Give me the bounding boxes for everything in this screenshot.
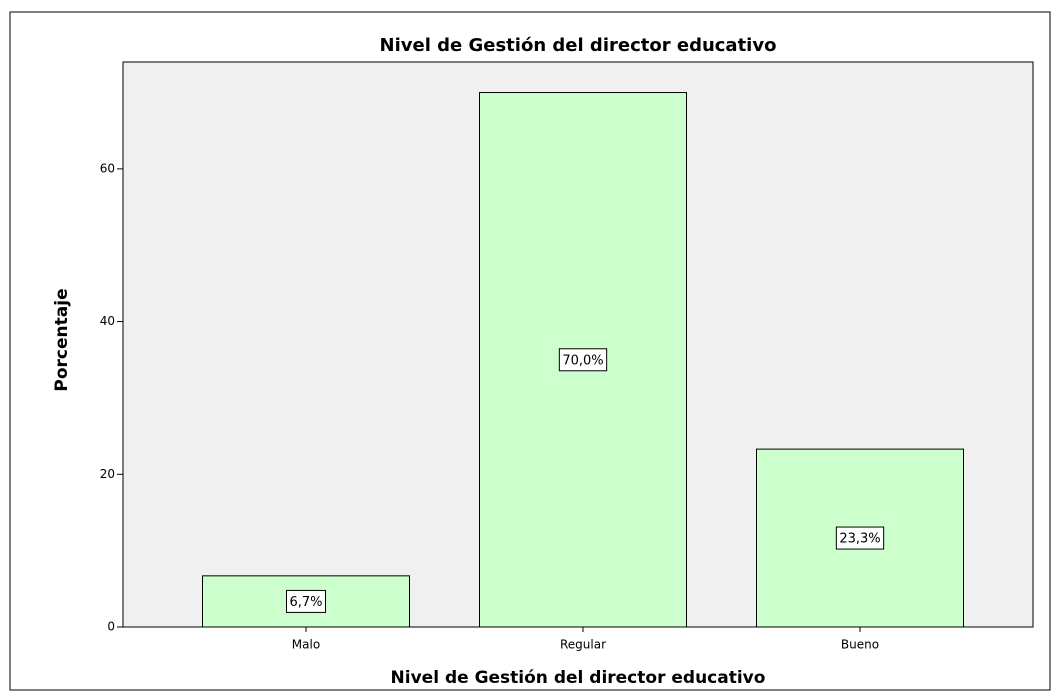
y-axis-label: Porcentaje [52,288,72,391]
value-label: 23,3% [839,532,880,547]
value-label-box [558,348,608,372]
x-tick-label: Bueno [841,638,879,652]
x-tick-label: Malo [292,638,320,652]
value-label-box [285,589,327,613]
value-label: 70,0% [562,353,603,368]
y-tick-label: 60 [100,161,115,175]
x-axis-label: Nivel de Gestión del director educativo [391,668,766,688]
value-label-box [835,526,885,550]
y-tick-label: 20 [100,467,115,481]
y-tick-label: 40 [100,314,115,328]
chart-title: Nivel de Gestión del director educativo [380,35,777,56]
y-tick-label: 0 [107,620,115,634]
x-tick-label: Regular [560,638,606,652]
value-label: 6,7% [289,595,322,610]
